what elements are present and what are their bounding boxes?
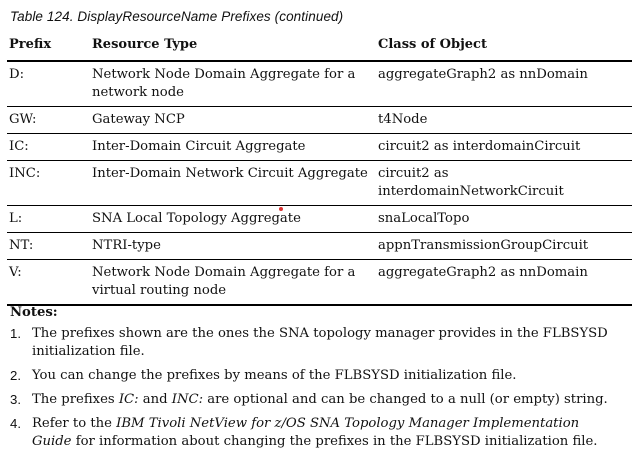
notes-list: 1. The prefixes shown are the ones the S… <box>10 325 620 457</box>
cell-prefix: IC: <box>7 133 90 161</box>
cell-resource-type: Network Node Domain Aggregate for a netw… <box>90 61 376 107</box>
note-item: 4. Refer to the IBM Tivoli NetView for z… <box>10 415 620 451</box>
note-text-part: for information about changing the prefi… <box>71 434 598 449</box>
note-emphasis: INC: <box>171 392 204 407</box>
cursor-marker-dot <box>279 207 283 211</box>
prefix-table: Prefix Resource Type Class of Object D: … <box>7 32 632 306</box>
note-item: 2. You can change the prefixes by means … <box>10 367 620 385</box>
cell-resource-type: SNA Local Topology Aggregate <box>90 205 376 233</box>
note-number: 2. <box>10 368 21 383</box>
note-text-part: are optional and can be changed to a nul… <box>203 392 608 407</box>
note-number: 1. <box>10 326 21 341</box>
book-title-reference: IBM Tivoli NetView for z/OS SNA Topology… <box>32 416 580 449</box>
cell-prefix: D: <box>7 61 90 107</box>
cell-class-of-object: aggregateGraph2 as nnDomain <box>376 61 632 107</box>
cell-resource-type: NTRI-type <box>90 232 376 260</box>
note-number: 3. <box>10 392 21 407</box>
cell-resource-type: Network Node Domain Aggregate for a virt… <box>90 259 376 306</box>
notes-heading: Notes: <box>10 305 58 320</box>
table-row: V: Network Node Domain Aggregate for a v… <box>7 259 632 306</box>
table-row: IC: Inter-Domain Circuit Aggregate circu… <box>7 133 632 161</box>
cell-prefix: L: <box>7 205 90 233</box>
cell-class-of-object: t4Node <box>376 106 632 134</box>
header-resource-type: Resource Type <box>90 32 376 62</box>
table-row: GW: Gateway NCP t4Node <box>7 106 632 134</box>
header-prefix: Prefix <box>7 32 90 62</box>
note-number: 4. <box>10 416 21 431</box>
table-caption: Table 124. DisplayResourceName Prefixes … <box>10 9 344 24</box>
cell-class-of-object: circuit2 as interdomainCircuit <box>376 133 632 161</box>
cell-prefix: NT: <box>7 232 90 260</box>
note-text: The prefixes IC: and INC: are optional a… <box>32 392 608 407</box>
note-text: Refer to the IBM Tivoli NetView for z/OS… <box>32 416 597 449</box>
table-row: INC: Inter-Domain Network Circuit Aggreg… <box>7 160 632 206</box>
cell-resource-type: Inter-Domain Network Circuit Aggregate <box>90 160 376 206</box>
note-text: The prefixes shown are the ones the SNA … <box>32 326 608 359</box>
note-item: 1. The prefixes shown are the ones the S… <box>10 325 620 361</box>
note-text-part: The prefixes <box>32 392 119 407</box>
note-text-part: and <box>138 392 172 407</box>
cell-resource-type: Inter-Domain Circuit Aggregate <box>90 133 376 161</box>
cell-class-of-object: appnTransmissionGroupCircuit <box>376 232 632 260</box>
table-row: NT: NTRI-type appnTransmissionGroupCircu… <box>7 232 632 260</box>
cell-prefix: V: <box>7 259 90 306</box>
note-item: 3. The prefixes IC: and INC: are optiona… <box>10 391 620 409</box>
cell-resource-type: Gateway NCP <box>90 106 376 134</box>
table-header-row: Prefix Resource Type Class of Object <box>7 32 632 62</box>
table-row: D: Network Node Domain Aggregate for a n… <box>7 61 632 107</box>
note-text: You can change the prefixes by means of … <box>32 368 517 383</box>
cell-prefix: GW: <box>7 106 90 134</box>
note-text-part: Refer to the <box>32 416 117 431</box>
cell-class-of-object: aggregateGraph2 as nnDomain <box>376 259 632 306</box>
cell-class-of-object: circuit2 as interdomainNetworkCircuit <box>376 160 632 206</box>
header-class-of-object: Class of Object <box>376 32 632 62</box>
note-emphasis: IC: <box>118 392 139 407</box>
cell-prefix: INC: <box>7 160 90 206</box>
cell-class-of-object: snaLocalTopo <box>376 205 632 233</box>
table-row: L: SNA Local Topology Aggregate snaLocal… <box>7 205 632 233</box>
